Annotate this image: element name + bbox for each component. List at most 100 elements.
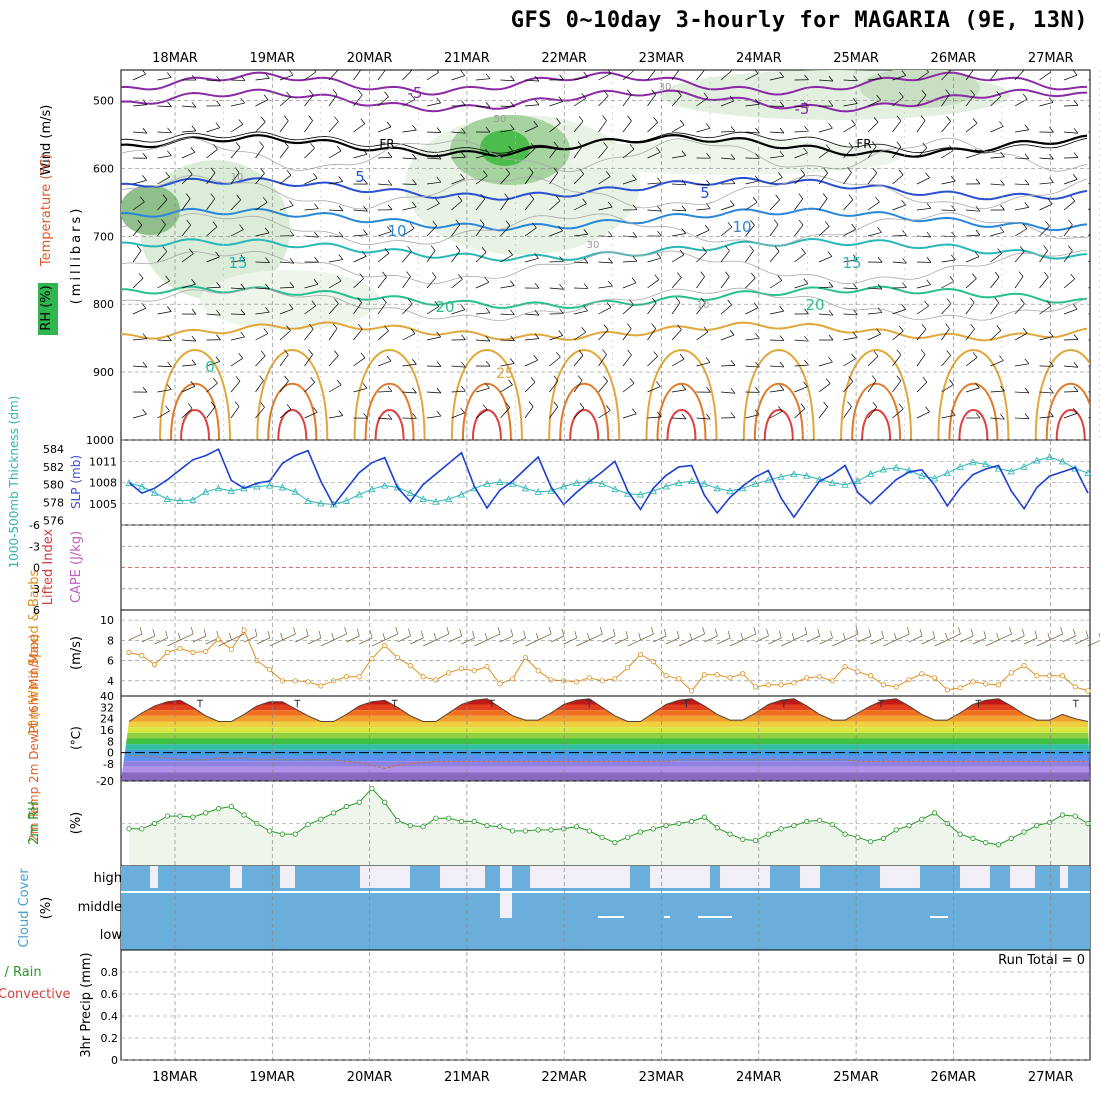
temp-tick: -8 xyxy=(103,758,114,771)
wind-barb-10m xyxy=(307,637,322,645)
wind-barb xyxy=(255,380,264,393)
wind-barb xyxy=(818,313,833,316)
rh-point xyxy=(689,818,695,824)
wind-barb-flag xyxy=(926,70,929,73)
rh-plot xyxy=(126,785,1091,866)
wind-barb-flag xyxy=(701,297,706,304)
wind-barb xyxy=(769,365,784,368)
temp-contour-warm xyxy=(548,349,621,440)
wind-barb xyxy=(304,71,317,81)
wind-barb-10m xyxy=(461,637,475,645)
wind-barb-flag xyxy=(583,305,588,312)
wind-barb xyxy=(696,417,711,420)
wind-barb xyxy=(377,276,387,289)
wind-barb-flag xyxy=(553,141,559,148)
wind-barb xyxy=(843,124,856,133)
wind-barb xyxy=(843,79,858,82)
wind-barb-flag xyxy=(510,335,515,341)
wind-barb xyxy=(598,176,611,185)
wind-barb xyxy=(500,225,511,237)
wind-barb-10m xyxy=(435,633,450,641)
wind-tick: 6 xyxy=(107,655,114,668)
wind-barb xyxy=(647,257,662,263)
thickness-point xyxy=(1045,453,1054,460)
wind-barb xyxy=(255,355,266,367)
wind-barb-flag xyxy=(412,387,417,394)
wind-barb-flag xyxy=(730,126,736,132)
wind-barb xyxy=(475,78,490,81)
wind-barb-10m-flag xyxy=(817,628,821,637)
wind-barb-flag xyxy=(921,90,927,96)
rh-point xyxy=(190,814,196,820)
wind-barb-flag xyxy=(1045,220,1050,227)
wind-barb xyxy=(745,225,755,237)
wind-barb-flag xyxy=(338,410,344,416)
wind-barb-flag xyxy=(558,330,564,336)
contour-label: -5 xyxy=(795,100,810,118)
wind-barb xyxy=(304,208,319,211)
cloud-gap-mid-line xyxy=(930,916,948,918)
wind-speed-point xyxy=(177,645,183,652)
ylabel-precip-total: Total / Rain xyxy=(0,965,42,980)
wind-speed-point xyxy=(522,654,528,661)
wind-barb-flag xyxy=(216,334,221,340)
contour-label: 15 xyxy=(842,254,861,272)
wind-barb xyxy=(255,333,269,341)
thickness-point xyxy=(713,484,721,492)
wind-barb-flag xyxy=(853,75,858,81)
temp-contour-warm xyxy=(256,349,329,440)
wind-barb xyxy=(524,227,537,237)
wind-barb-flag xyxy=(847,401,852,407)
wind-barb-flag xyxy=(338,205,344,211)
wind-barb xyxy=(304,120,313,133)
wind-speed-point xyxy=(714,672,720,678)
wind-barb xyxy=(965,256,980,263)
wind-barb xyxy=(622,120,632,133)
wind-barb-flag xyxy=(260,350,266,357)
wind-barb-flag xyxy=(729,329,735,336)
wind-barb-flag xyxy=(436,361,442,367)
wind-barb-10m xyxy=(755,635,769,643)
wind-barb-flag xyxy=(804,125,809,132)
wind-barb xyxy=(377,360,392,367)
wind-barb xyxy=(451,279,463,289)
rh-contour xyxy=(121,212,1088,247)
wind-barb-flag xyxy=(1022,328,1028,334)
wind-barb-flag xyxy=(778,172,783,178)
wind-barb xyxy=(1039,305,1052,315)
wind-speed-point xyxy=(778,682,784,688)
wind-barb-10m-flag xyxy=(1098,632,1100,638)
wind-speed-point xyxy=(612,676,618,682)
wind-barb xyxy=(328,303,339,315)
wind-barb xyxy=(353,234,368,237)
thickness-point xyxy=(751,480,760,487)
wind-barb-10m-flag xyxy=(497,626,501,635)
wind-barb-flag xyxy=(729,95,735,102)
wind-barb-flag xyxy=(877,283,883,290)
wind-barb xyxy=(598,206,613,211)
wind-barb-flag xyxy=(313,407,318,413)
wind-barb xyxy=(132,278,144,289)
wind-barb xyxy=(1063,308,1078,315)
wind-barb-flag xyxy=(167,306,172,312)
wind-speed-point xyxy=(1059,673,1066,679)
temp-band xyxy=(121,732,1090,739)
wind-barb xyxy=(965,302,975,315)
thickness-point xyxy=(662,482,670,490)
wind-speed-point xyxy=(394,654,401,661)
wind-barb-10m-flag xyxy=(830,630,833,639)
wind-barb-flag xyxy=(485,149,490,155)
wind-barb-10m-flag xyxy=(689,632,693,641)
contour-label: 20 xyxy=(435,298,454,316)
cloud-panel xyxy=(120,865,1091,951)
wind-barb xyxy=(622,179,637,185)
wind-barb-10m-flag xyxy=(523,630,526,639)
wind-barb-10m xyxy=(627,639,641,647)
thickness-point xyxy=(892,463,900,471)
ylabel-rh: RH (%) xyxy=(39,285,54,330)
rh-point xyxy=(970,835,976,841)
wind-barb xyxy=(132,307,146,315)
wind-barb xyxy=(794,253,806,263)
wind-barb-flag xyxy=(872,167,878,174)
wind-barb-flag xyxy=(387,386,393,392)
